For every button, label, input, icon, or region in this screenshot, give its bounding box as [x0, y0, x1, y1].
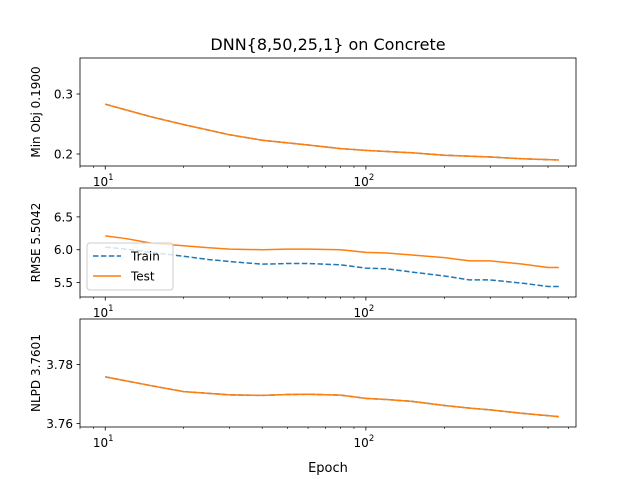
axes-frame [79, 318, 577, 428]
y-tick-label: 3.78 [46, 358, 73, 372]
y-tick-label: 3.76 [46, 417, 73, 431]
legend-box [86, 242, 174, 291]
series-line-test [105, 103, 559, 161]
x-tick-label: 102 [354, 434, 375, 450]
series-line-test [105, 235, 559, 269]
x-tick-label: 101 [93, 173, 114, 189]
legend-label-test: Test [130, 270, 155, 284]
y-axis-label: Min Obj 0.1900 [29, 66, 43, 157]
x-tick-label: 101 [93, 304, 114, 320]
legend-label-train: Train [130, 250, 160, 264]
y-tick-label: 0.3 [54, 88, 73, 102]
x-axis-label: Epoch [308, 461, 348, 476]
x-tick-label: 102 [354, 173, 375, 189]
subplot-2: 101 102 5.5 6.0 6.5 RMSE 5.5042 Train Test [29, 187, 577, 320]
y-tick-label: 6.5 [54, 210, 73, 224]
axes-frame [79, 187, 577, 298]
y-tick-label: 5.5 [54, 276, 73, 290]
series-line-test [105, 376, 559, 418]
x-tick-label: 101 [93, 434, 114, 450]
x-tick-label: 102 [354, 304, 375, 320]
subplot-1: 101 102 0.2 0.3 Min Obj 0.1900 [29, 57, 577, 189]
y-tick-label: 0.2 [54, 148, 73, 162]
chart-title: DNN{8,50,25,1} on Concrete [210, 35, 445, 54]
y-axis-label: NLPD 3.7601 [29, 334, 43, 412]
subplots: 101 102 0.2 0.3 Min Obj 0.1900 101 102 5.5 6.0 6.… [29, 57, 577, 450]
axes-frame [79, 57, 577, 167]
y-axis-label: RMSE 5.5042 [29, 203, 43, 283]
legend: Train Test [86, 242, 174, 291]
y-tick-label: 6.0 [54, 243, 73, 257]
